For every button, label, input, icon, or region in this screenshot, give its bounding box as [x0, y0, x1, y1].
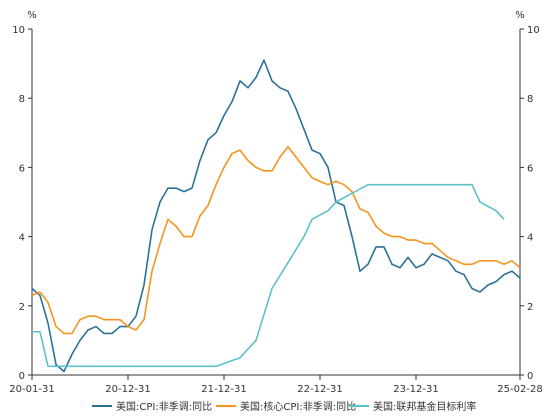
x-tick-label: 23-12-31 — [393, 384, 438, 395]
right-y-tick-label: 8 — [527, 94, 533, 105]
left-y-tick-label: 2 — [19, 302, 25, 313]
x-tick-label: 25-02-28 — [497, 384, 542, 395]
series-line-3 — [32, 183, 505, 368]
y-ticks: 0 0 2 2 4 4 6 6 8 8 10 10 — [12, 25, 539, 382]
legend-label: 美国:核心CPI:非季调:同比 — [240, 400, 356, 413]
legend-label: 美国:CPI:非季调:同比 — [116, 400, 212, 413]
left-y-tick-label: 6 — [19, 163, 25, 174]
right-y-unit: % — [515, 10, 525, 21]
left-y-tick-label: 10 — [12, 25, 25, 36]
series-line-1 — [31, 59, 521, 373]
right-y-tick-label: 10 — [527, 25, 540, 36]
x-ticks: 20-01-31 20-12-31 21-12-31 22-12-31 23-12-31… — [9, 375, 543, 395]
x-tick-label: 22-12-31 — [297, 384, 342, 395]
left-y-tick-label: 4 — [19, 233, 25, 244]
left-y-tick-label: 0 — [19, 371, 25, 382]
chart-axes: % % — [27, 10, 525, 376]
legend-label: 美国:联邦基金目标利率 — [373, 400, 476, 413]
right-y-tick-label: 2 — [527, 302, 533, 313]
series-lines — [31, 59, 521, 373]
right-y-tick-label: 4 — [527, 233, 533, 244]
legend: 美国:CPI:非季调:同比 美国:核心CPI:非季调:同比 美国:联邦基金目标利率 — [92, 400, 476, 413]
right-y-tick-label: 0 — [527, 371, 533, 382]
right-y-tick-label: 6 — [527, 163, 533, 174]
x-tick-label: 20-12-31 — [105, 384, 150, 395]
left-y-unit: % — [27, 10, 37, 21]
series-line-2 — [31, 145, 521, 335]
x-tick-label: 20-01-31 — [9, 384, 54, 395]
left-y-tick-label: 8 — [19, 94, 25, 105]
x-tick-label: 21-12-31 — [201, 384, 246, 395]
